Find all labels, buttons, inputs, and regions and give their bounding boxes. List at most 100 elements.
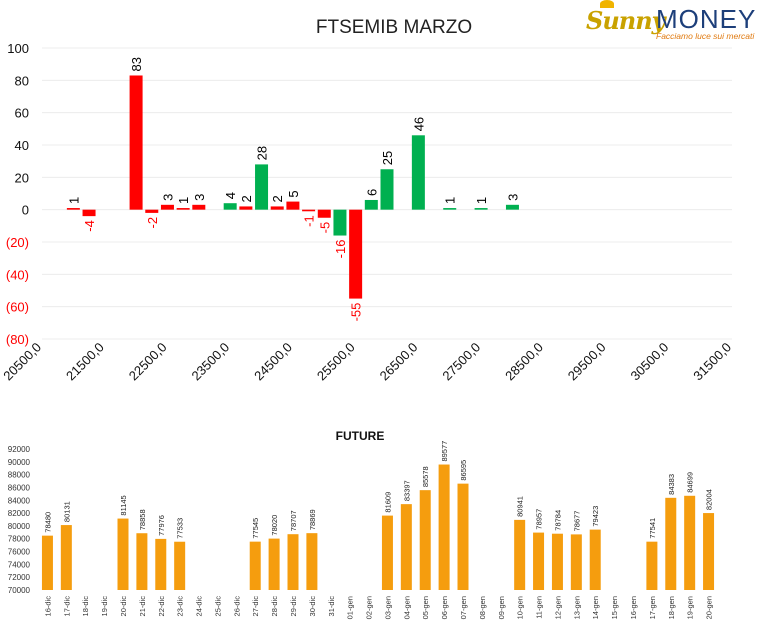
- chart1-x-tick-label: 28500,0: [502, 340, 546, 384]
- chart1-x-tick-label: 31500,0: [690, 340, 734, 384]
- chart2-bar: [551, 533, 563, 590]
- chart2-x-tick-label: 05-gen: [421, 596, 430, 619]
- chart1-data-label: 1: [443, 197, 458, 204]
- chart1-y-tick-label: (80): [6, 332, 29, 347]
- chart2-bar: [174, 541, 186, 590]
- chart1-bar: [505, 204, 519, 210]
- chart2-bar: [41, 535, 53, 590]
- chart2-x-tick-label: 22-dic: [157, 596, 166, 617]
- chart2-data-label: 78869: [308, 509, 317, 530]
- logo-money-text: MONEY: [656, 4, 757, 34]
- chart2-x-tick-label: 03-gen: [383, 596, 392, 619]
- chart2-data-label: 78784: [553, 510, 562, 531]
- chart1-x-tick-label: 26500,0: [377, 340, 421, 384]
- chart2-x-tick-label: 11-gen: [535, 596, 544, 619]
- chart1-bar: [302, 209, 316, 212]
- chart2-bar: [381, 515, 393, 590]
- chart2-bar: [60, 525, 72, 590]
- chart2-x-tick-label: 16-dic: [43, 596, 52, 617]
- chart2-bar: [155, 538, 167, 590]
- chart2-x-tick-label: 26-dic: [232, 596, 241, 617]
- chart1-data-label: 1: [176, 197, 191, 204]
- chart1-bar: [380, 169, 394, 210]
- chart1-bar: [255, 164, 269, 210]
- chart2-y-tick-label: 72000: [8, 573, 31, 582]
- chart2-bar: [514, 519, 526, 590]
- chart2-bar: [419, 490, 431, 590]
- chart1-bar: [411, 135, 425, 210]
- chart1-bar: [145, 209, 159, 213]
- chart1-x-tick-label: 25500,0: [314, 340, 358, 384]
- chart2-bar: [306, 533, 318, 590]
- chart2-data-label: 78020: [270, 515, 279, 536]
- chart2-x-tick-label: 20-gen: [705, 596, 714, 619]
- chart2-x-tick-label: 01-gen: [346, 596, 355, 619]
- chart2-data-label: 80131: [62, 501, 71, 522]
- chart1-bar: [443, 208, 457, 210]
- chart2-data-label: 81145: [119, 495, 128, 515]
- chart2-y-tick-label: 90000: [8, 458, 31, 467]
- chart2-x-tick-label: 02-gen: [365, 596, 374, 619]
- chart1-x-tick-label: 30500,0: [628, 340, 672, 384]
- chart2-y-tick-label: 86000: [8, 483, 31, 492]
- chart1-y-tick-label: (60): [6, 300, 29, 315]
- chart2-data-label: 81609: [383, 492, 392, 513]
- chart1-x-tick-label: 22500,0: [126, 340, 170, 384]
- chart1-bar: [270, 206, 284, 210]
- chart2-x-tick-label: 16-gen: [629, 596, 638, 619]
- chart2-data-label: 77976: [157, 515, 166, 536]
- chart1-data-label: 28: [255, 146, 270, 160]
- chart1-data-label: -55: [349, 303, 364, 322]
- chart2-x-tick-label: 10-gen: [516, 596, 525, 619]
- chart1-data-label: 4: [223, 192, 238, 199]
- chart1-bar: [192, 204, 206, 210]
- chart2-data-label: 82004: [705, 489, 714, 510]
- chart1-bar: [176, 208, 190, 210]
- chart2-bar: [287, 534, 299, 590]
- chart1-y-tick-label: (20): [6, 235, 29, 250]
- chart2-x-tick-label: 07-gen: [459, 596, 468, 619]
- chart2-x-tick-label: 15-gen: [610, 596, 619, 619]
- chart1-x-tick-label: 29500,0: [565, 340, 609, 384]
- chart2-y-tick-label: 92000: [8, 445, 31, 454]
- chart1-bar: [364, 199, 378, 210]
- chart1-bar: [474, 208, 488, 210]
- chart1-data-label: 1: [66, 197, 81, 204]
- chart1-data-label: 3: [192, 194, 207, 201]
- chart2-x-tick-label: 08-gen: [478, 596, 487, 619]
- chart2-x-tick-label: 30-dic: [308, 596, 317, 617]
- logo-tagline: Facciamo luce sui mercati: [656, 31, 755, 41]
- chart2-x-tick-label: 17-dic: [62, 596, 71, 617]
- chart2-x-tick-label: 19-dic: [100, 596, 109, 617]
- chart2-bar: [703, 513, 715, 590]
- chart2-y-tick-label: 82000: [8, 509, 31, 518]
- chart2-x-tick-label: 21-dic: [138, 596, 147, 617]
- chart1-bar: [286, 201, 300, 210]
- chart1-data-label: 6: [364, 189, 379, 196]
- chart2-x-tick-label: 20-dic: [119, 596, 128, 617]
- chart2-data-label: 77545: [251, 518, 260, 539]
- chart1-y-tick-label: 20: [15, 170, 29, 185]
- chart1-bar: [129, 75, 143, 210]
- chart2-data-label: 78677: [572, 511, 581, 532]
- chart2-y-tick-label: 76000: [8, 548, 31, 557]
- chart2-x-tick-label: 24-dic: [195, 596, 204, 617]
- chart2-x-tick-label: 09-gen: [497, 596, 506, 619]
- chart2-x-tick-label: 12-gen: [553, 596, 562, 619]
- chart2-x-tick-label: 28-dic: [270, 596, 279, 617]
- chart2-bar: [665, 497, 677, 590]
- chart1-bar: [239, 206, 253, 210]
- chart1-x-tick-label: 24500,0: [251, 340, 295, 384]
- chart2-x-tick-label: 13-gen: [572, 596, 581, 619]
- chart2-title: FUTURE: [336, 429, 385, 443]
- chart1-data-label: 1: [474, 197, 489, 204]
- chart1-y-tick-label: 0: [22, 203, 29, 218]
- logo-sunny-text: Sunny: [586, 6, 666, 35]
- chart2-data-label: 78707: [289, 510, 298, 531]
- chart1-bar: [349, 209, 363, 299]
- chart2-data-label: 78957: [535, 509, 544, 530]
- chart2-data-label: 85578: [421, 466, 430, 487]
- chart1-data-label: 3: [160, 194, 175, 201]
